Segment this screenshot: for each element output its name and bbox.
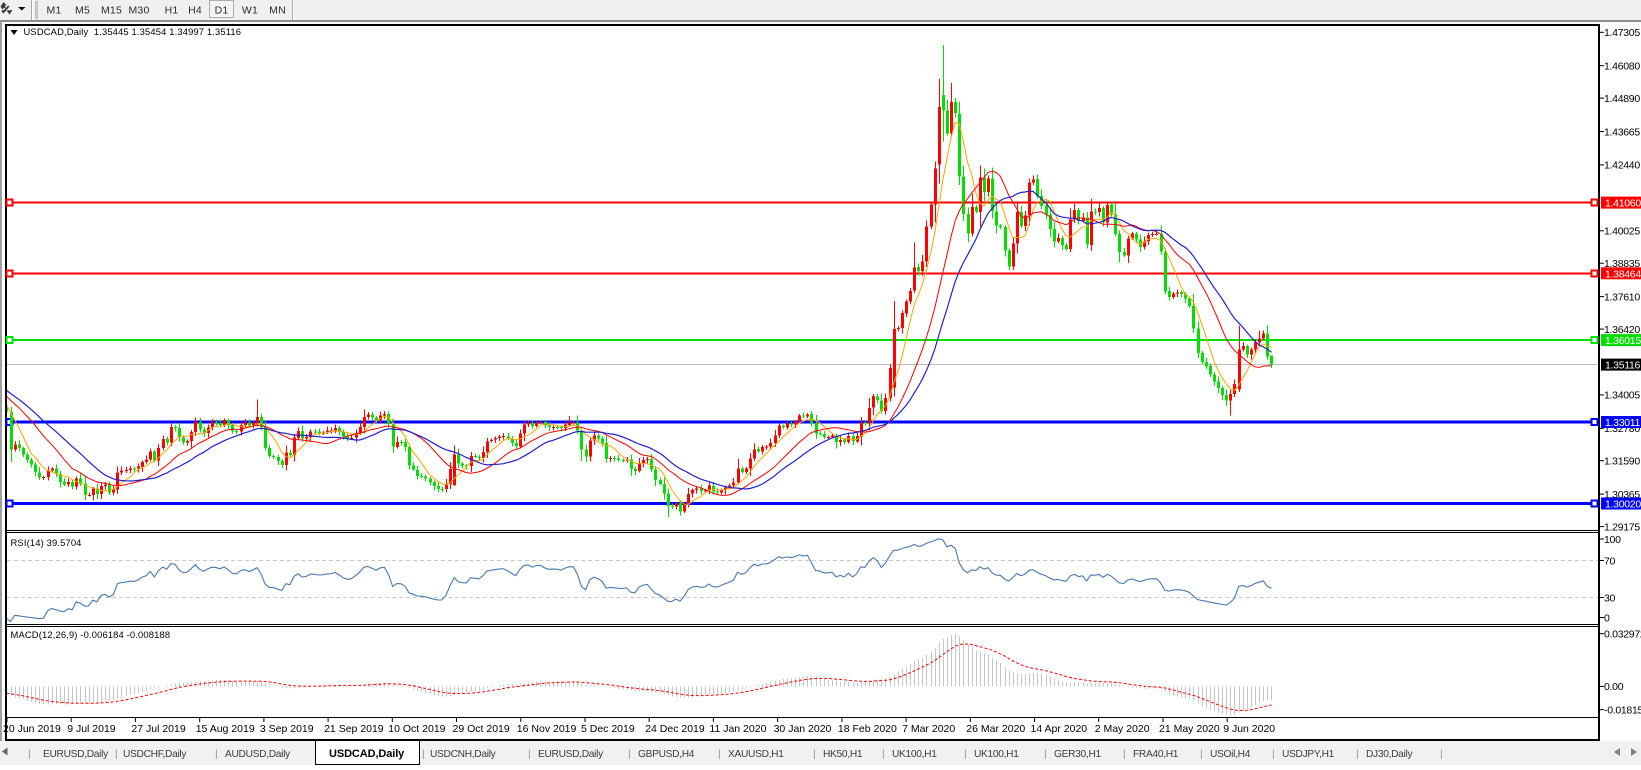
- svg-text:UK100,H1: UK100,H1: [974, 749, 1019, 760]
- svg-text:7 Mar 2020: 7 Mar 2020: [902, 723, 955, 735]
- svg-text:1.30020: 1.30020: [1605, 499, 1641, 511]
- svg-text:HK50,H1: HK50,H1: [823, 749, 863, 760]
- svg-text:1.38464: 1.38464: [1605, 268, 1641, 280]
- svg-text:D1: D1: [215, 5, 229, 17]
- svg-text:EURUSD,Daily: EURUSD,Daily: [43, 749, 109, 760]
- svg-text:9 Jun 2020: 9 Jun 2020: [1223, 723, 1275, 735]
- svg-text:1.36015: 1.36015: [1605, 335, 1641, 347]
- svg-text:30 Jan 2020: 30 Jan 2020: [774, 723, 832, 735]
- svg-text:GBPUSD,H4: GBPUSD,H4: [638, 749, 695, 760]
- svg-text:H4: H4: [188, 5, 202, 17]
- svg-text:1.41060: 1.41060: [1605, 198, 1641, 210]
- svg-text:18 Feb 2020: 18 Feb 2020: [838, 723, 897, 735]
- svg-text:0.032972: 0.032972: [1604, 629, 1641, 641]
- svg-text:|: |: [1044, 749, 1046, 760]
- svg-text:70: 70: [1604, 555, 1616, 567]
- svg-text:0.00: 0.00: [1604, 681, 1624, 693]
- svg-text:16 Nov 2019: 16 Nov 2019: [517, 723, 577, 735]
- svg-text:20 Jun 2019: 20 Jun 2019: [3, 723, 61, 735]
- svg-text:10 Oct 2019: 10 Oct 2019: [388, 723, 445, 735]
- svg-text:RSI(14) 39.5704: RSI(14) 39.5704: [11, 537, 82, 548]
- svg-text:26 Mar 2020: 26 Mar 2020: [966, 723, 1025, 735]
- svg-text:1.44890: 1.44890: [1604, 93, 1640, 105]
- svg-text:|: |: [1356, 749, 1358, 760]
- svg-text:|: |: [422, 749, 424, 760]
- svg-text:3 Sep 2019: 3 Sep 2019: [260, 723, 314, 735]
- svg-text:AUDUSD,Daily: AUDUSD,Daily: [225, 749, 291, 760]
- svg-text:|: |: [1272, 749, 1274, 760]
- svg-text:|: |: [115, 749, 117, 760]
- svg-text:1.29175: 1.29175: [1604, 521, 1640, 533]
- svg-text:MN: MN: [269, 5, 286, 17]
- svg-text:9 Jul 2019: 9 Jul 2019: [67, 723, 116, 735]
- svg-text:DJ30,Daily: DJ30,Daily: [1366, 749, 1413, 760]
- svg-text:1.36420: 1.36420: [1604, 324, 1640, 336]
- svg-text:UK100,H1: UK100,H1: [892, 749, 937, 760]
- svg-text:21 May 2020: 21 May 2020: [1159, 723, 1220, 735]
- svg-text:|: |: [628, 749, 630, 760]
- svg-text:EURUSD,Daily: EURUSD,Daily: [538, 749, 604, 760]
- svg-text:0: 0: [1604, 612, 1610, 624]
- svg-text:M1: M1: [47, 5, 62, 17]
- svg-text:14 Apr 2020: 14 Apr 2020: [1031, 723, 1088, 735]
- svg-text:|: |: [964, 749, 966, 760]
- svg-text:|: |: [1200, 749, 1202, 760]
- svg-text:21 Sep 2019: 21 Sep 2019: [324, 723, 384, 735]
- svg-text:1.40025: 1.40025: [1604, 226, 1640, 238]
- svg-text:W1: W1: [242, 5, 258, 17]
- svg-text:1.35116: 1.35116: [1605, 360, 1641, 372]
- svg-text:1.33011: 1.33011: [1605, 417, 1641, 429]
- svg-text:|: |: [1440, 749, 1442, 760]
- svg-text:15 Aug 2019: 15 Aug 2019: [196, 723, 255, 735]
- svg-text:H1: H1: [165, 5, 179, 17]
- svg-text:24 Dec 2019: 24 Dec 2019: [645, 723, 705, 735]
- svg-text:USDCNH,Daily: USDCNH,Daily: [430, 749, 497, 760]
- svg-text:1.46080: 1.46080: [1604, 61, 1640, 73]
- svg-text:M5: M5: [75, 5, 90, 17]
- svg-text:|: |: [528, 749, 530, 760]
- svg-text:FRA40,H1: FRA40,H1: [1133, 749, 1179, 760]
- svg-text:M30: M30: [128, 5, 149, 17]
- svg-text:USDCAD,Daily 1.35445 1.35454: USDCAD,Daily 1.35445 1.35454 1.34997 1.3…: [24, 26, 242, 37]
- svg-text:|: |: [28, 749, 30, 760]
- svg-text:-0.018154: -0.018154: [1604, 704, 1641, 716]
- svg-text:USDJPY,H1: USDJPY,H1: [1282, 749, 1335, 760]
- svg-text:2 May 2020: 2 May 2020: [1095, 723, 1150, 735]
- svg-text:USDCHF,Daily: USDCHF,Daily: [123, 749, 187, 760]
- svg-text:1.42440: 1.42440: [1604, 160, 1640, 172]
- svg-text:XAUUSD,H1: XAUUSD,H1: [728, 749, 784, 760]
- svg-text:GER30,H1: GER30,H1: [1054, 749, 1101, 760]
- svg-text:|: |: [1123, 749, 1125, 760]
- svg-text:|: |: [882, 749, 884, 760]
- svg-text:|: |: [718, 749, 720, 760]
- svg-text:27 Jul 2019: 27 Jul 2019: [131, 723, 185, 735]
- svg-text:5 Dec 2019: 5 Dec 2019: [581, 723, 635, 735]
- svg-text:1.47305: 1.47305: [1604, 27, 1640, 39]
- svg-text:M15: M15: [101, 5, 122, 17]
- svg-text:11 Jan 2020: 11 Jan 2020: [709, 723, 766, 735]
- svg-text:100: 100: [1604, 534, 1621, 546]
- svg-text:MACD(12,26,9) -0.006184 -0.008: MACD(12,26,9) -0.006184 -0.008188: [11, 629, 171, 640]
- svg-text:1.34005: 1.34005: [1604, 390, 1640, 402]
- svg-text:|: |: [215, 749, 217, 760]
- svg-text:30: 30: [1604, 592, 1616, 604]
- svg-text:1.38835: 1.38835: [1604, 258, 1640, 270]
- svg-text:1.31590: 1.31590: [1604, 456, 1640, 468]
- svg-text:USDCAD,Daily: USDCAD,Daily: [329, 748, 405, 760]
- svg-text:1.43665: 1.43665: [1604, 126, 1640, 138]
- svg-text:USOil,H4: USOil,H4: [1210, 749, 1251, 760]
- svg-text:29 Oct 2019: 29 Oct 2019: [453, 723, 510, 735]
- svg-text:1.37610: 1.37610: [1604, 291, 1640, 303]
- svg-text:|: |: [813, 749, 815, 760]
